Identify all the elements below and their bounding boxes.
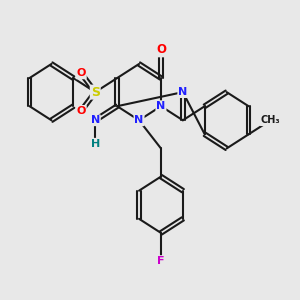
Text: O: O — [76, 68, 86, 78]
Text: N: N — [178, 87, 188, 97]
Text: H: H — [91, 139, 100, 149]
Text: O: O — [76, 106, 86, 116]
Text: N: N — [134, 115, 144, 125]
Text: CH₃: CH₃ — [261, 115, 280, 125]
Text: F: F — [157, 256, 165, 266]
Text: O: O — [156, 44, 166, 56]
Text: N: N — [156, 101, 166, 111]
Text: N: N — [91, 115, 100, 125]
Text: S: S — [91, 85, 100, 99]
